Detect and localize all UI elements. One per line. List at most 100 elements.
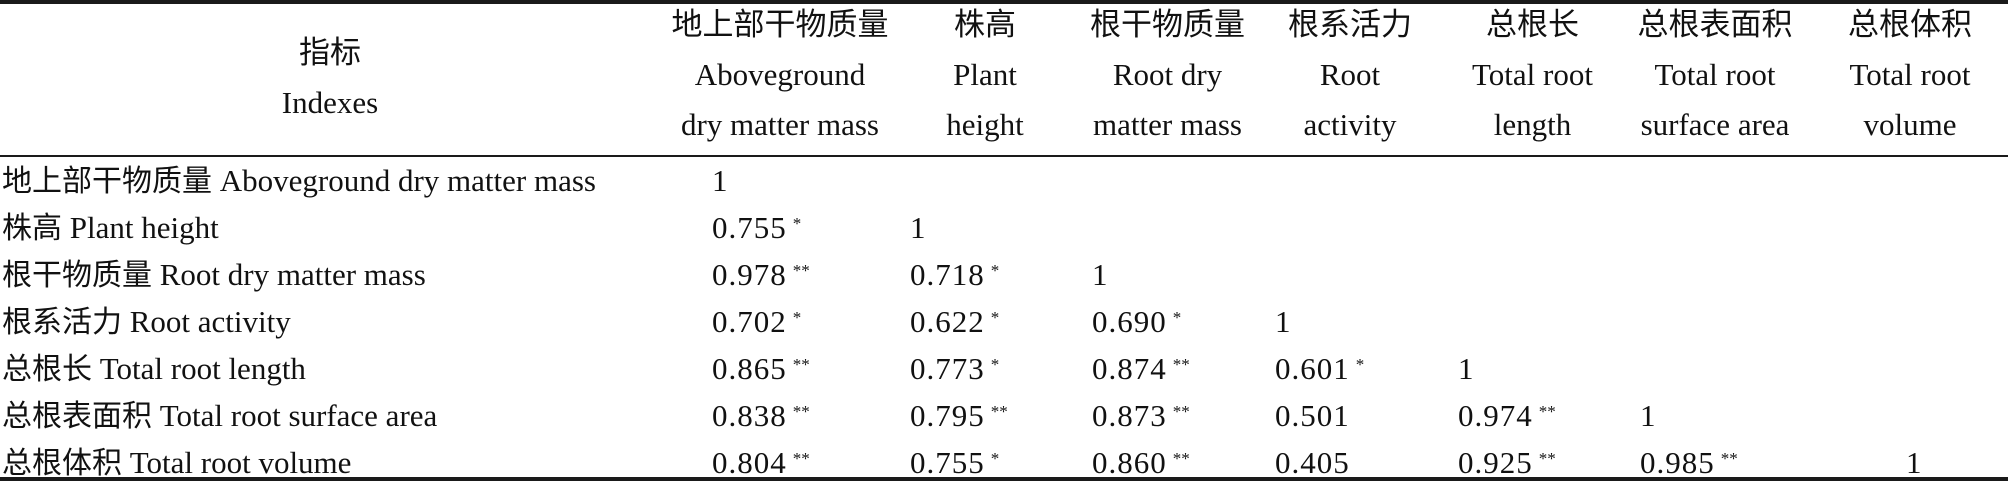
row-label-en: Total root surface area <box>159 398 438 433</box>
significance-marker: ** <box>1172 449 1190 468</box>
row-label: 总根表面积 Total root surface area <box>2 392 437 440</box>
correlation-value: 0.718 <box>910 257 985 292</box>
header-col-plant-height: 株高 Plant height <box>905 0 1065 155</box>
header-col-en1: Root <box>1319 57 1381 92</box>
correlation-value: 1 <box>1906 445 1923 480</box>
header-col-en1: Total root <box>1849 57 1971 92</box>
row-label: 总根体积 Total root volume <box>2 439 351 487</box>
correlation-cell: 0.978 ** <box>712 251 810 298</box>
correlation-cell: 0.795 ** <box>910 392 1008 439</box>
header-col-zh: 总根体积 <box>1848 7 1972 43</box>
table-header-rule <box>0 155 2008 157</box>
correlation-value: 0.974 <box>1458 398 1533 433</box>
significance-marker: ** <box>1720 449 1738 468</box>
correlation-cell: 0.501 <box>1275 392 1350 439</box>
header-col-en2: length <box>1493 107 1572 142</box>
table-row: 根干物质量 Root dry matter mass 0.978 ** 0.718 * 1 <box>0 251 2008 298</box>
header-col-zh: 总根表面积 <box>1637 7 1793 43</box>
correlation-cell: 1 <box>1458 345 1475 392</box>
correlation-cell: 0.702 * <box>712 298 801 345</box>
correlation-value: 0.601 <box>1275 351 1350 386</box>
header-col-zh: 总根长 <box>1486 7 1579 43</box>
correlation-cell: 0.985 ** <box>1640 439 1738 486</box>
correlation-cell: 0.690 * <box>1092 298 1181 345</box>
header-col-zh: 地上部干物质量 <box>671 7 889 43</box>
row-label-en: Aboveground dry matter mass <box>219 163 596 198</box>
correlation-value: 1 <box>712 163 729 198</box>
correlation-cell: 0.601 * <box>1275 345 1364 392</box>
table-row: 株高 Plant height 0.755 * 1 <box>0 204 2008 251</box>
correlation-value: 0.985 <box>1640 445 1715 480</box>
row-label: 地上部干物质量 Aboveground dry matter mass <box>2 157 596 205</box>
correlation-cell: 0.974 ** <box>1458 392 1556 439</box>
row-label-en: Plant height <box>69 210 219 245</box>
correlation-cell: 0.865 ** <box>712 345 810 392</box>
header-col-root-dry-matter: 根干物质量 Root dry matter mass <box>1080 0 1255 155</box>
table-top-rule <box>0 0 2008 4</box>
table-row: 总根体积 Total root volume 0.804 ** 0.755 * 0.860… <box>0 439 2008 486</box>
correlation-cell: 0.405 <box>1275 439 1350 486</box>
significance-marker: ** <box>1172 402 1190 421</box>
row-label-zh: 总根体积 <box>2 446 122 481</box>
significance-marker: ** <box>1538 449 1556 468</box>
correlation-value: 0.755 <box>910 445 985 480</box>
correlation-value: 0.873 <box>1092 398 1167 433</box>
correlation-cell: 0.773 * <box>910 345 999 392</box>
correlation-value: 0.622 <box>910 304 985 339</box>
correlation-value: 0.702 <box>712 304 787 339</box>
table-row: 总根长 Total root length 0.865 ** 0.773 * 0.874 *… <box>0 345 2008 392</box>
significance-marker: ** <box>792 402 810 421</box>
significance-marker: ** <box>1538 402 1556 421</box>
header-col-en1: Total root <box>1654 57 1776 92</box>
row-label-en: Root dry matter mass <box>159 257 426 292</box>
table-row: 总根表面积 Total root surface area 0.838 ** 0.79… <box>0 392 2008 439</box>
row-label: 总根长 Total root length <box>2 345 306 393</box>
header-col-en1: Root dry <box>1112 57 1223 92</box>
table-bottom-rule <box>0 477 2008 481</box>
correlation-value: 0.865 <box>712 351 787 386</box>
row-label-en: Total root volume <box>129 445 352 480</box>
correlation-cell: 1 <box>910 204 927 251</box>
correlation-cell: 0.838 ** <box>712 392 810 439</box>
row-label: 株高 Plant height <box>2 204 219 252</box>
significance-marker: * <box>792 308 802 327</box>
significance-marker: ** <box>792 355 810 374</box>
correlation-value: 1 <box>1275 304 1292 339</box>
correlation-value: 0.795 <box>910 398 985 433</box>
significance-marker: * <box>990 355 1000 374</box>
header-col-zh: 株高 <box>954 7 1016 43</box>
row-label-zh: 地上部干物质量 <box>2 164 212 199</box>
header-col-en1: Total root <box>1472 57 1593 92</box>
header-col-en2: volume <box>1863 107 1957 142</box>
correlation-cell: 1 <box>1275 298 1292 345</box>
correlation-cell: 0.925 ** <box>1458 439 1556 486</box>
correlation-value: 0.925 <box>1458 445 1533 480</box>
row-label-zh: 总根表面积 <box>2 399 152 434</box>
correlation-cell: 0.873 ** <box>1092 392 1190 439</box>
correlation-value: 0.804 <box>712 445 787 480</box>
header-col-total-root-length: 总根长 Total root length <box>1450 0 1615 155</box>
header-index-en: Indexes <box>281 84 379 120</box>
significance-marker: * <box>990 449 1000 468</box>
row-label-zh: 总根长 <box>2 352 92 387</box>
significance-marker: * <box>990 308 1000 327</box>
correlation-cell: 1 <box>712 157 729 204</box>
header-col-en1: Aboveground <box>694 57 866 92</box>
header-index: 指标 Indexes <box>180 0 480 155</box>
correlation-value: 1 <box>1640 398 1657 433</box>
significance-marker: * <box>990 261 1000 280</box>
table-row: 根系活力 Root activity 0.702 * 0.622 * 0.690 * 1 <box>0 298 2008 345</box>
header-col-zh: 根干物质量 <box>1090 7 1245 43</box>
row-label: 根干物质量 Root dry matter mass <box>2 251 426 299</box>
header-col-en2: matter mass <box>1093 107 1242 142</box>
significance-marker: * <box>1172 308 1182 327</box>
row-label-zh: 株高 <box>2 211 62 246</box>
correlation-cell: 0.718 * <box>910 251 999 298</box>
significance-marker: ** <box>990 402 1008 421</box>
correlation-value: 1 <box>1092 257 1109 292</box>
correlation-cell: 0.874 ** <box>1092 345 1190 392</box>
header-col-aboveground: 地上部干物质量 Aboveground dry matter mass <box>660 0 900 155</box>
correlation-value: 0.405 <box>1275 445 1350 480</box>
header-col-total-root-surface: 总根表面积 Total root surface area <box>1620 0 1810 155</box>
row-label-en: Total root length <box>99 351 306 386</box>
